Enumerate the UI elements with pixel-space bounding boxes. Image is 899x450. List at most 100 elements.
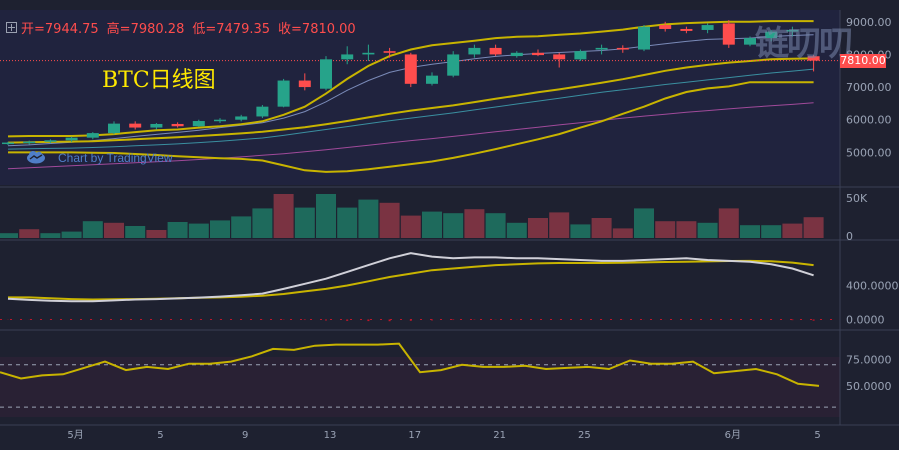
volume-bar	[379, 202, 400, 238]
volume-bar	[188, 223, 209, 238]
candle-body	[765, 31, 778, 39]
volume-bar	[549, 212, 570, 238]
rsi-band-fill	[0, 357, 840, 417]
volume-bar	[761, 225, 782, 238]
ohlc-readout: 开=7944.75 高=7980.28 低=7479.35 收=7810.00	[6, 18, 356, 37]
macd-line	[7, 252, 814, 303]
add-indicator-icon[interactable]	[6, 22, 17, 33]
attribution-text: Chart by TradingView	[58, 151, 173, 165]
candle-body	[86, 133, 99, 138]
macd-tick-label: 400.0000	[846, 280, 899, 293]
candle-body	[362, 52, 375, 55]
candle-body	[65, 137, 78, 141]
candle-body	[616, 47, 629, 50]
candle-body	[468, 47, 481, 55]
volume-bar	[210, 220, 230, 238]
ma-long-line	[7, 102, 814, 170]
ma-mid-line	[7, 68, 814, 150]
volume-bar	[485, 213, 506, 238]
volume-bar	[0, 233, 18, 238]
x-tick-label: 5	[157, 430, 163, 441]
volume-bar	[82, 221, 103, 238]
volume-bar	[506, 222, 527, 238]
macd-tick-label: 0.0000	[846, 314, 885, 327]
volume-bar	[422, 211, 442, 238]
volume-bar	[146, 230, 167, 238]
volume-zero-label: 0	[846, 230, 853, 243]
candle-body	[256, 106, 269, 117]
x-tick-label: 25	[578, 430, 591, 441]
x-tick-label: 6月	[725, 429, 741, 441]
x-tick-label: 5	[814, 430, 820, 441]
low-label: 低=	[192, 22, 217, 37]
volume-bar	[273, 194, 294, 238]
high-label: 高=	[106, 22, 131, 37]
volume-bar	[718, 208, 739, 238]
candle-body	[574, 51, 587, 60]
candle-body	[426, 75, 438, 84]
volume-bar	[782, 223, 803, 238]
volume-bar	[61, 231, 82, 238]
candle-body	[108, 123, 120, 134]
tradingview-attribution[interactable]: Chart by TradingView	[26, 148, 173, 165]
candle-body	[722, 23, 735, 45]
candle-body	[447, 54, 460, 76]
candle-body	[235, 116, 248, 120]
volume-bar	[294, 207, 315, 238]
high-value: 7980.28	[130, 22, 185, 37]
macd-pane	[0, 252, 840, 322]
x-tick-label: 5月	[67, 429, 83, 441]
open-label: 开=	[21, 22, 45, 37]
rsi-line	[0, 342, 820, 387]
low-value: 7479.35	[216, 22, 271, 37]
candle-body	[510, 52, 523, 57]
volume-bar	[803, 217, 824, 238]
candle-body	[786, 29, 799, 32]
candle-body	[680, 28, 693, 31]
volume-bar	[400, 215, 421, 238]
candle-body	[129, 123, 142, 128]
candle-body	[404, 54, 417, 84]
open-value: 7944.75	[44, 22, 99, 37]
candle-body	[2, 142, 14, 145]
candle-body	[553, 54, 566, 60]
candle-body	[320, 59, 332, 89]
volume-bar	[591, 218, 612, 238]
candle-body	[701, 25, 714, 30]
candle-body	[298, 80, 311, 88]
volume-tick-label: 50K	[846, 192, 868, 205]
rsi-pane	[0, 342, 840, 408]
price-pane	[0, 20, 840, 173]
volume-bar	[40, 233, 61, 238]
price-tick-label: 5000.00	[846, 146, 892, 159]
volume-bar	[252, 208, 273, 238]
price-tick-label: 6000.00	[846, 114, 892, 127]
close-label: 收=	[278, 22, 302, 37]
volume-bar	[570, 224, 591, 238]
volume-bar	[612, 228, 633, 238]
candle-body	[638, 26, 650, 50]
price-tick-label: 7000.00	[846, 81, 892, 94]
tradingview-cloud-icon	[27, 151, 45, 164]
chart-title: BTC日线图	[102, 68, 216, 93]
volume-bar	[740, 225, 760, 238]
candle-body	[277, 80, 290, 107]
volume-bar	[337, 207, 358, 238]
volume-bar	[167, 222, 188, 238]
candle-body	[383, 51, 396, 53]
candle-body	[192, 121, 205, 127]
price-tick-label: 9000.00	[846, 16, 892, 29]
volume-bar	[19, 229, 40, 238]
candle-body	[44, 140, 57, 142]
rsi-tick-label: 75.0000	[846, 353, 892, 366]
candle-body	[532, 52, 544, 56]
candle-body	[744, 38, 756, 45]
candle-body	[171, 123, 184, 127]
candle-body	[807, 56, 820, 61]
volume-bar	[655, 221, 676, 238]
volume-bar	[443, 213, 464, 238]
rsi-tick-label: 50.0000	[846, 380, 892, 393]
x-tick-label: 13	[324, 430, 337, 441]
x-tick-label: 17	[408, 430, 421, 441]
